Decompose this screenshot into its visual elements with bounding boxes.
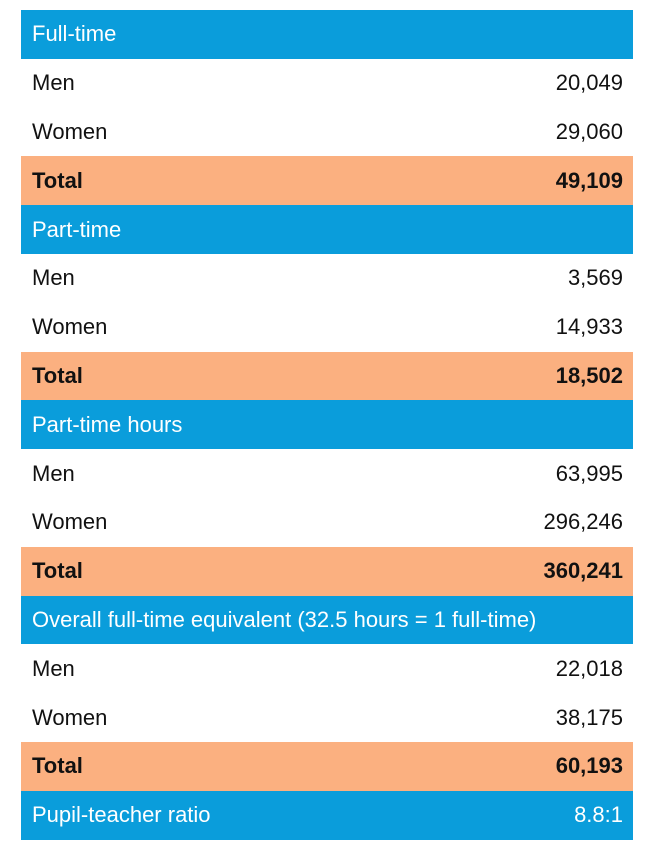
table-row-total: Total 18,502 xyxy=(21,351,633,401)
footer-value: 8.8:1 xyxy=(574,802,623,828)
table-row-women: Women 38,175 xyxy=(21,693,633,742)
row-label: Men xyxy=(32,655,75,681)
row-label: Men xyxy=(32,70,75,96)
staff-table: Full-time Men 20,049 Women 29,060 Total … xyxy=(21,10,633,840)
row-label: Men xyxy=(32,265,75,291)
table-row-total: Total 60,193 xyxy=(21,741,633,791)
table-row-women: Women 296,246 xyxy=(21,497,633,547)
row-label: Men xyxy=(32,460,75,486)
table-row-total: Total 49,109 xyxy=(21,156,633,206)
pupil-teacher-ratio-row: Pupil-teacher ratio 8.8:1 xyxy=(21,790,633,840)
row-value: 63,995 xyxy=(555,460,623,486)
section-header-part-time-hours: Part-time hours xyxy=(21,400,633,450)
table-row-women: Women 14,933 xyxy=(21,302,633,352)
section-header-label: Full-time xyxy=(32,21,117,47)
row-value: 22,018 xyxy=(555,655,623,681)
table-row-men: Men 63,995 xyxy=(21,449,633,498)
section-header-overall-fte: Overall full-time equivalent (32.5 hours… xyxy=(21,595,633,645)
row-label: Total xyxy=(32,167,83,193)
section-header-full-time: Full-time xyxy=(21,10,633,59)
table-row-men: Men 20,049 xyxy=(21,58,633,108)
row-value: 20,049 xyxy=(555,70,623,96)
table-row-men: Men 22,018 xyxy=(21,644,633,694)
section-header-label: Part-time xyxy=(32,216,122,242)
row-label: Women xyxy=(32,314,108,340)
table-row-women: Women 29,060 xyxy=(21,107,633,157)
row-label: Women xyxy=(32,704,108,730)
row-value: 14,933 xyxy=(555,314,623,340)
row-value: 360,241 xyxy=(543,558,623,584)
section-header-label: Part-time hours xyxy=(32,411,183,437)
footer-label: Pupil-teacher ratio xyxy=(32,802,211,828)
row-label: Total xyxy=(32,558,83,584)
table-row-total: Total 360,241 xyxy=(21,546,633,596)
row-value: 296,246 xyxy=(543,509,623,535)
row-label: Total xyxy=(32,362,83,388)
row-value: 49,109 xyxy=(555,167,623,193)
row-label: Total xyxy=(32,753,83,779)
table-row-men: Men 3,569 xyxy=(21,253,633,303)
row-value: 29,060 xyxy=(555,118,623,144)
section-header-label: Overall full-time equivalent (32.5 hours… xyxy=(32,606,537,632)
row-label: Women xyxy=(32,118,108,144)
row-value: 38,175 xyxy=(555,704,623,730)
section-header-part-time: Part-time xyxy=(21,205,633,254)
row-value: 3,569 xyxy=(567,265,623,291)
row-value: 18,502 xyxy=(555,362,623,388)
row-value: 60,193 xyxy=(555,753,623,779)
row-label: Women xyxy=(32,509,108,535)
